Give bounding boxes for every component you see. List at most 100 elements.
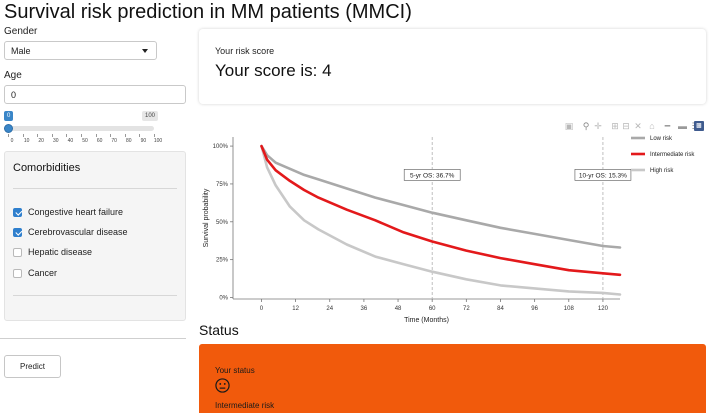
x-tick-label: 0 bbox=[260, 306, 264, 312]
slider-tick-label: 100 bbox=[153, 138, 163, 144]
slider-tick-label: 90 bbox=[140, 138, 147, 144]
x-tick-label: 36 bbox=[361, 306, 368, 312]
checkbox-label: Cancer bbox=[28, 268, 58, 278]
zoom-icon[interactable]: ⚲ bbox=[582, 121, 590, 131]
x-tick-label: 72 bbox=[463, 306, 470, 312]
slider-tick bbox=[37, 134, 39, 137]
annotation-label: 10-yr OS: 15.3% bbox=[579, 172, 627, 179]
slider-tick-label: 50 bbox=[82, 138, 88, 144]
slider-tick-label: 60 bbox=[96, 138, 103, 144]
slider-max-badge: 100 bbox=[141, 111, 158, 121]
plot-modebar: ▣ ⚲ ✛ ⊞ ⊟ ✕ ⌂ ━ ▬ ☰ ▩ bbox=[564, 121, 706, 133]
score-caption: Your risk score bbox=[215, 46, 275, 56]
slider-tick-label: 0 bbox=[10, 138, 14, 144]
score-value: Your score is: 4 bbox=[215, 61, 332, 80]
x-tick-label: 12 bbox=[292, 306, 299, 312]
zoom-in-icon[interactable]: ⊞ bbox=[611, 121, 619, 131]
caret-down-icon bbox=[142, 49, 148, 53]
x-tick-label: 60 bbox=[429, 306, 436, 312]
app-title: Survival risk prediction in MM patients … bbox=[4, 1, 412, 23]
slider-track[interactable] bbox=[8, 126, 154, 131]
camera-icon[interactable]: ▣ bbox=[564, 121, 574, 131]
checkbox-cancer[interactable]: Cancer bbox=[13, 267, 57, 279]
slider-ticks: 0 10 20 30 40 50 60 70 80 90 100 bbox=[4, 134, 162, 144]
series-line bbox=[260, 144, 622, 277]
comorbidities-title: Comorbidities bbox=[13, 162, 81, 174]
checkbox-icon[interactable] bbox=[13, 247, 22, 257]
y-axis-title: Survival probability bbox=[203, 188, 210, 247]
slider-min-badge: 0 bbox=[4, 111, 14, 121]
slider-tick bbox=[8, 134, 9, 137]
slider-tick-label: 80 bbox=[126, 138, 132, 144]
checkbox-label: Congestive heart failure bbox=[28, 207, 124, 217]
x-axis-title: Time (Months) bbox=[404, 317, 449, 324]
checkbox-hepatic-disease[interactable]: Hepatic disease bbox=[13, 246, 92, 258]
age-input[interactable] bbox=[4, 85, 186, 104]
annotation-label: 5-yr OS: 36.7% bbox=[410, 172, 455, 179]
slider-tick bbox=[66, 134, 68, 137]
slider-tick-label: 70 bbox=[111, 138, 117, 144]
x-tick-label: 120 bbox=[598, 306, 609, 312]
checkbox-congestive-heart-failure[interactable]: Congestive heart failure bbox=[13, 206, 123, 218]
checkbox-cerebrovascular-disease[interactable]: Cerebrovascular disease bbox=[13, 226, 128, 238]
neutral-face-icon bbox=[215, 378, 230, 393]
checkbox-icon[interactable] bbox=[13, 268, 22, 278]
hover-closest-icon[interactable]: ▬ bbox=[678, 121, 687, 131]
spike-lines-icon[interactable]: ━ bbox=[664, 121, 671, 131]
reset-axes-icon[interactable]: ⌂ bbox=[649, 121, 655, 131]
gender-label: Gender bbox=[4, 26, 38, 37]
slider-handle[interactable] bbox=[4, 124, 13, 133]
x-tick-label: 96 bbox=[531, 306, 538, 312]
y-tick-label: 100% bbox=[213, 144, 229, 150]
status-text: Intermediate risk bbox=[215, 401, 275, 410]
survival-chart[interactable]: 0% 25% 50% 75% 100% 0 12 24 36 48 60 72 84 96 108 120 Ti… bbox=[199, 127, 709, 327]
slider-tick bbox=[51, 134, 53, 137]
slider-tick bbox=[124, 134, 126, 137]
divider bbox=[13, 295, 177, 296]
score-card: Your risk score Your score is: 4 bbox=[199, 29, 706, 104]
slider-tick bbox=[81, 134, 82, 137]
x-tick-label: 108 bbox=[564, 306, 575, 312]
plotly-logo-icon[interactable]: ▩ bbox=[694, 121, 704, 131]
checkbox-icon[interactable] bbox=[13, 207, 22, 217]
slider-tick bbox=[95, 134, 97, 137]
divider bbox=[13, 188, 177, 189]
y-tick-label: 25% bbox=[216, 258, 229, 264]
checkbox-icon[interactable] bbox=[13, 227, 22, 237]
age-slider[interactable]: 0 100 0 10 20 30 40 50 60 70 80 90 100 bbox=[4, 108, 162, 144]
slider-tick bbox=[110, 134, 112, 137]
status-card: Your status Intermediate risk bbox=[199, 344, 706, 413]
zoom-out-icon[interactable]: ⊟ bbox=[622, 121, 630, 131]
y-tick-label: 0% bbox=[219, 295, 228, 301]
comorbidities-panel: Comorbidities Congestive heart failure C… bbox=[4, 151, 186, 321]
slider-tick bbox=[22, 134, 24, 137]
pan-icon[interactable]: ✛ bbox=[594, 121, 602, 131]
slider-tick bbox=[154, 134, 155, 137]
legend-label: Intermediate risk bbox=[650, 152, 695, 158]
slider-tick-label: 40 bbox=[67, 138, 74, 144]
status-caption: Your status bbox=[215, 366, 255, 375]
series-line bbox=[260, 144, 622, 296]
legend-label: Low risk bbox=[650, 136, 673, 142]
slider-tick-label: 20 bbox=[38, 138, 44, 144]
sidebar-divider bbox=[0, 338, 186, 339]
x-tick-label: 24 bbox=[326, 306, 333, 312]
annotation-box bbox=[403, 169, 461, 181]
y-tick-label: 50% bbox=[216, 220, 229, 226]
checkbox-label: Cerebrovascular disease bbox=[28, 227, 128, 237]
annotation-box bbox=[574, 169, 632, 181]
autoscale-icon[interactable]: ✕ bbox=[634, 121, 642, 131]
predict-button[interactable]: Predict bbox=[4, 355, 61, 378]
gender-select[interactable]: Male bbox=[4, 41, 157, 60]
age-label: Age bbox=[4, 70, 22, 81]
slider-tick bbox=[139, 134, 141, 137]
gender-select-value: Male bbox=[11, 46, 31, 56]
slider-tick-label: 10 bbox=[23, 138, 30, 144]
checkbox-label: Hepatic disease bbox=[28, 247, 93, 257]
x-tick-label: 48 bbox=[395, 306, 402, 312]
status-heading: Status bbox=[199, 322, 239, 338]
x-tick-label: 84 bbox=[497, 306, 504, 312]
slider-tick-label: 30 bbox=[53, 138, 59, 144]
series-line bbox=[260, 144, 622, 249]
legend-label: High risk bbox=[650, 168, 674, 174]
